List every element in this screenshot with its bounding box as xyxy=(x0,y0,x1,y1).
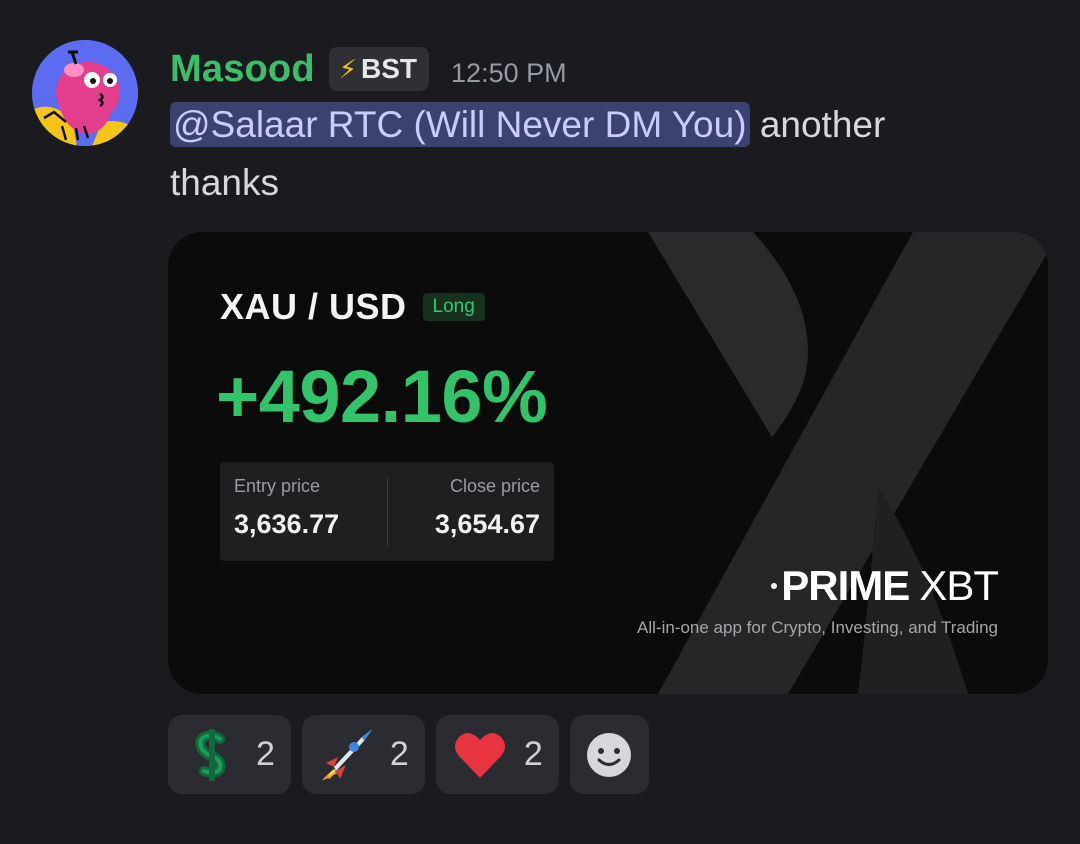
x-logo-watermark-icon xyxy=(648,232,1048,694)
position-side-badge: Long xyxy=(422,293,485,321)
entry-price-value: 3,636.77 xyxy=(234,509,340,539)
reactions-bar: 2 2 2 xyxy=(168,715,649,794)
price-divider xyxy=(387,478,388,546)
server-tag[interactable]: ⚡ BST xyxy=(328,47,430,91)
reaction-count: 2 xyxy=(389,735,409,773)
logo-dot xyxy=(771,583,778,589)
reaction-rocket[interactable]: 2 xyxy=(301,715,425,794)
message-text: another thanks xyxy=(170,104,886,203)
close-price-column: Close price 3,654.67 xyxy=(435,476,540,540)
message-header: Masood ⚡ BST 12:50 PM xyxy=(170,44,567,94)
trade-card-image[interactable]: XAU / USD Long +492.16% Entry price 3,63… xyxy=(168,232,1048,694)
server-tag-text: BST xyxy=(361,53,418,84)
rocket-icon xyxy=(318,727,374,783)
message-content: @Salaar RTC (Will Never DM You) another … xyxy=(170,96,990,212)
primexbt-logo: PRIME XBT xyxy=(771,562,999,610)
red-heart-icon xyxy=(452,727,508,783)
lightning-icon: ⚡ xyxy=(338,54,358,84)
reaction-count: 2 xyxy=(256,735,275,773)
logo-prime-text: PRIME xyxy=(781,562,910,609)
entry-price-column: Entry price 3,636.77 xyxy=(234,476,339,540)
reaction-heart[interactable]: 2 xyxy=(435,715,559,794)
user-avatar[interactable] xyxy=(32,40,138,146)
logo-xbt-text: XBT xyxy=(919,562,999,609)
close-price-value: 3,654.67 xyxy=(434,509,540,539)
author-name[interactable]: Masood xyxy=(170,47,315,90)
profit-percentage: +492.16% xyxy=(216,355,548,438)
message-timestamp[interactable]: 12:50 PM xyxy=(451,57,567,88)
trade-pair-row: XAU / USD Long xyxy=(220,286,485,328)
close-price-label: Close price xyxy=(449,476,540,496)
brand-tagline: All-in-one app for Crypto, Investing, an… xyxy=(637,618,998,637)
add-reaction-button[interactable] xyxy=(569,715,649,794)
smiley-face-icon xyxy=(581,727,637,783)
avatar-illustration-icon xyxy=(32,40,138,146)
entry-price-label: Entry price xyxy=(234,476,321,496)
reaction-dollar[interactable]: 2 xyxy=(168,715,291,794)
reaction-count: 2 xyxy=(523,735,543,773)
price-box: Entry price 3,636.77 Close price 3,654.6… xyxy=(220,462,554,561)
heavy-dollar-sign-icon xyxy=(184,727,240,783)
trading-pair: XAU / USD xyxy=(220,286,407,327)
user-mention[interactable]: @Salaar RTC (Will Never DM You) xyxy=(170,102,750,147)
